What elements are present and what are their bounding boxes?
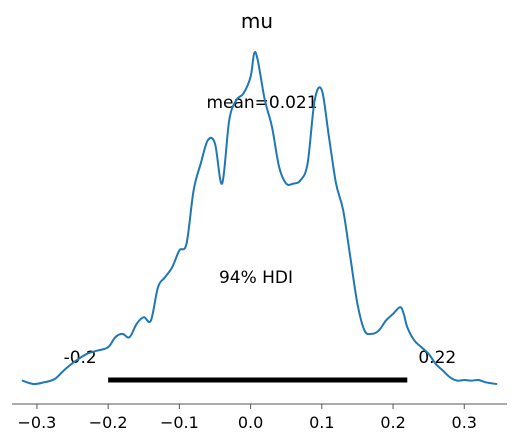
x-axis-ticks: −0.3 −0.2 −0.1 0.0 0.1 0.2 0.3 <box>17 404 477 432</box>
density-line <box>21 51 498 386</box>
x-tick-label: −0.3 <box>17 413 56 432</box>
x-tick-label: 0.1 <box>309 413 334 432</box>
x-tick-label: 0.0 <box>238 413 263 432</box>
x-tick-label: −0.2 <box>89 413 128 432</box>
x-tick-label: 0.3 <box>452 413 477 432</box>
hdi-annotation: 94% HDI <box>219 268 293 288</box>
mean-annotation: mean=0.021 <box>206 93 317 113</box>
x-tick-label: −0.1 <box>160 413 199 432</box>
x-tick-label: 0.2 <box>380 413 405 432</box>
chart-title: mu <box>241 9 273 33</box>
